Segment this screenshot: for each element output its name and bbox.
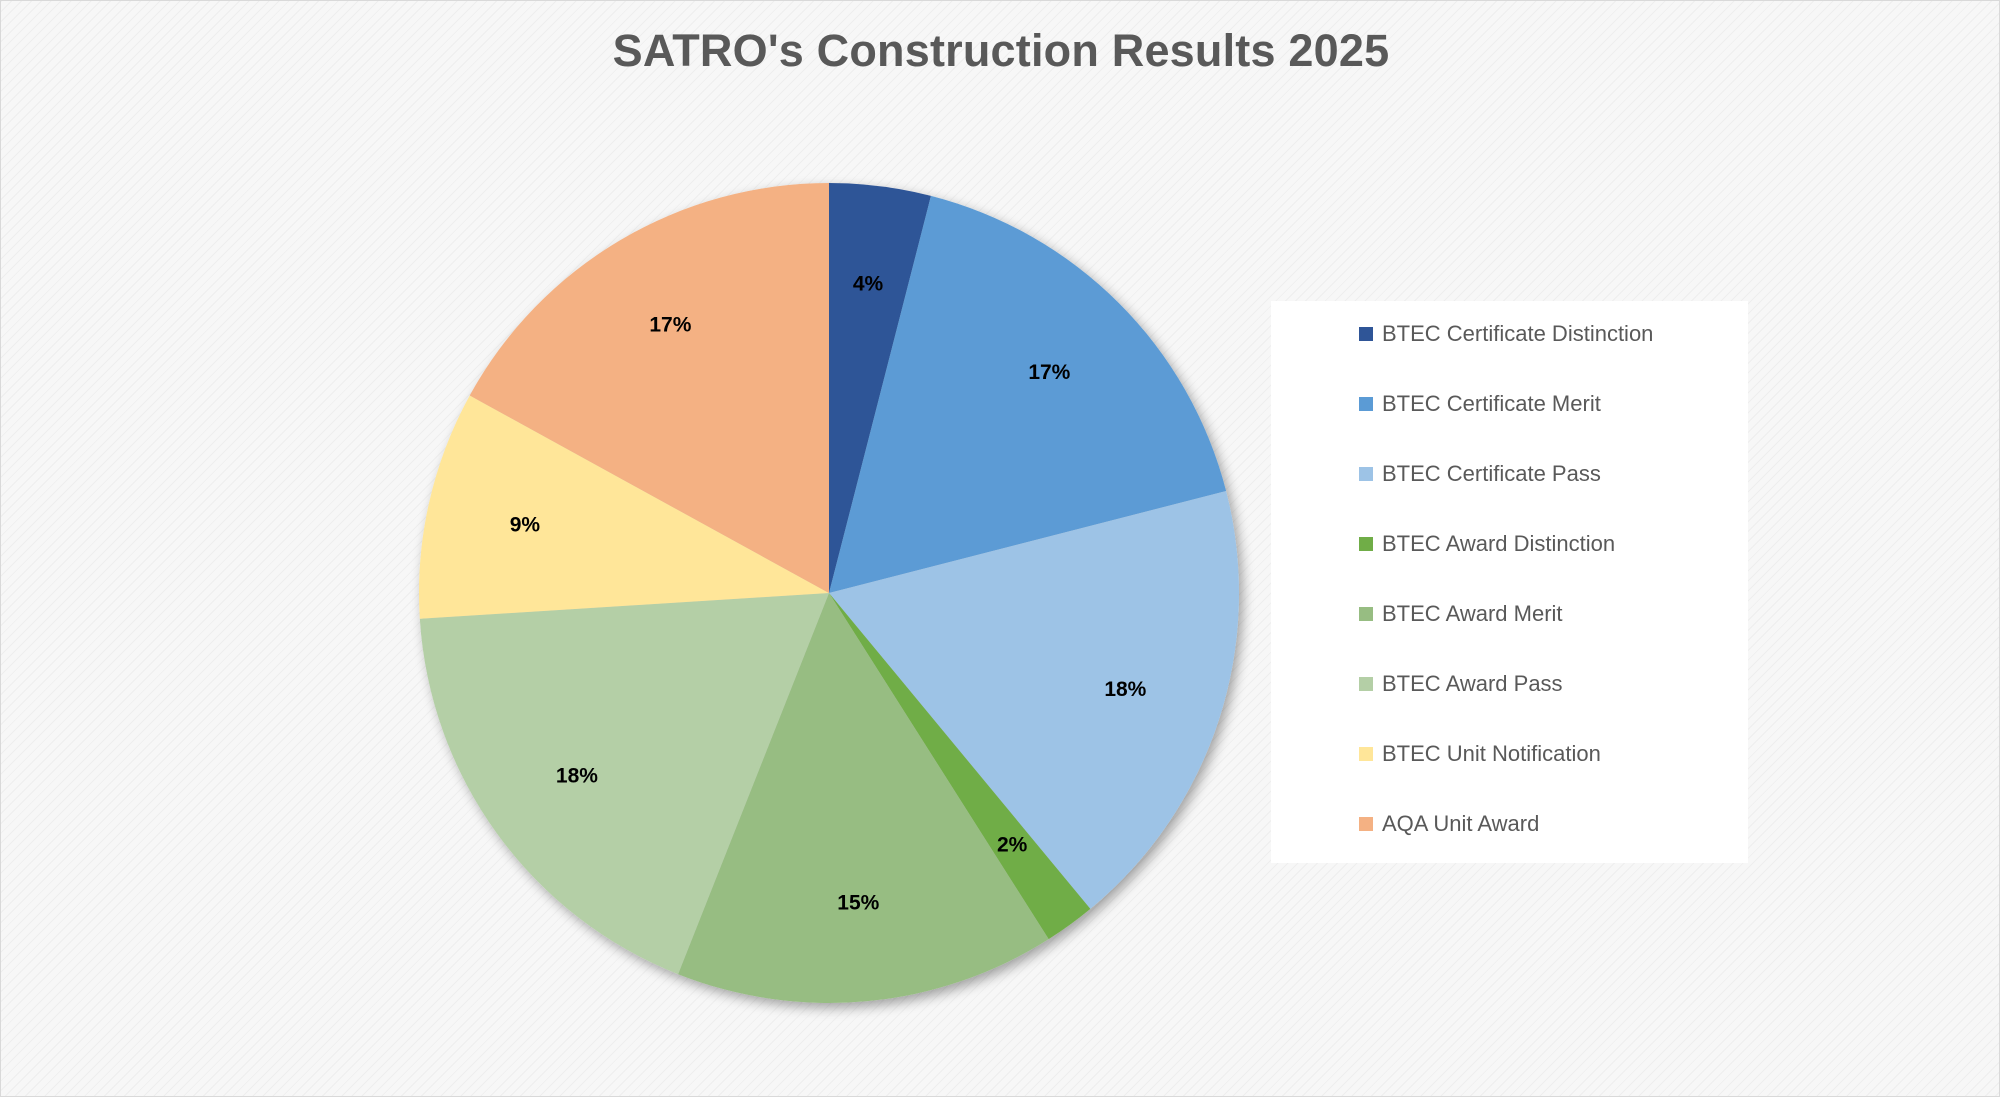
legend-item: BTEC Award Pass: [1359, 669, 1563, 699]
legend-item: BTEC Award Merit: [1359, 599, 1563, 629]
legend-item: AQA Unit Award: [1359, 809, 1539, 839]
pie-slice-btec-unit-notification: [419, 395, 829, 619]
legend-item: BTEC Certificate Merit: [1359, 389, 1601, 419]
data-label: 17%: [649, 313, 691, 336]
chart-legend: BTEC Certificate Distinction BTEC Certifi…: [1271, 301, 1748, 863]
legend-item: BTEC Unit Notification: [1359, 739, 1601, 769]
legend-label: BTEC Award Distinction: [1382, 531, 1616, 556]
chart-title: SATRO's Construction Results 2025: [612, 25, 1390, 76]
legend-swatch: [1359, 397, 1373, 411]
legend-swatch: [1359, 677, 1373, 691]
legend-label: BTEC Unit Notification: [1382, 741, 1601, 766]
legend-item: BTEC Certificate Distinction: [1359, 319, 1653, 349]
legend-swatch: [1359, 327, 1373, 341]
data-label: 2%: [997, 834, 1028, 857]
legend-swatch: [1359, 747, 1373, 761]
legend-swatch: [1359, 537, 1373, 551]
legend-label: BTEC Award Merit: [1382, 601, 1563, 626]
pie-slice-btec-award-pass: [419, 593, 829, 975]
data-label: 18%: [1104, 678, 1146, 701]
legend-label: BTEC Certificate Pass: [1382, 461, 1601, 486]
legend-label: BTEC Certificate Merit: [1382, 391, 1601, 416]
legend-swatch: [1359, 817, 1373, 831]
legend-swatch: [1359, 467, 1373, 481]
pie-slice-btec-award-distinction: [829, 593, 1091, 940]
data-label: 17%: [1028, 361, 1070, 384]
pie-slice-btec-award-merit: [678, 593, 1049, 1003]
data-label: 15%: [837, 892, 879, 915]
legend-item: BTEC Award Distinction: [1359, 529, 1615, 559]
legend-label: BTEC Award Pass: [1382, 671, 1563, 696]
pie-slice-btec-certificate-merit: [829, 195, 1227, 593]
pie-slice-btec-certificate-pass: [829, 491, 1239, 909]
legend-label: AQA Unit Award: [1382, 811, 1540, 836]
legend-label: BTEC Certificate Distinction: [1382, 321, 1654, 346]
pie-slice-btec-certificate-distinction: [829, 183, 931, 593]
legend-item: BTEC Certificate Pass: [1359, 459, 1601, 489]
data-label: 18%: [556, 765, 598, 788]
data-label: 4%: [853, 272, 884, 295]
legend-swatch: [1359, 607, 1373, 621]
data-label: 9%: [510, 514, 541, 537]
pie-slice-aqa-unit-award: [469, 183, 829, 593]
